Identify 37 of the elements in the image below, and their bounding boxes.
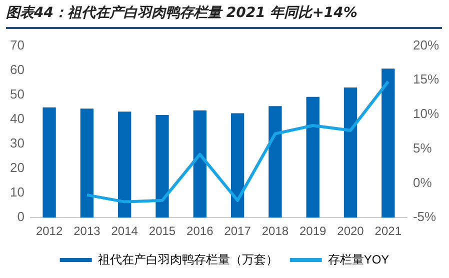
x-tick-label: 2012 [36, 224, 63, 238]
y-tick-label: 20 [10, 160, 24, 176]
bar [344, 88, 358, 218]
bar [193, 110, 206, 218]
legend-label: 祖代在产白羽肉鸭存栏量（万套） [98, 252, 278, 266]
y-tick-label: 70 [10, 37, 24, 52]
legend-label: 存栏量YOY [328, 252, 390, 266]
x-tick-label: 2016 [186, 224, 214, 238]
y-tick-label: 0 [17, 209, 24, 224]
bar [268, 106, 282, 218]
y-tick-label: 50 [10, 86, 24, 102]
y2-tick-label: 10% [412, 106, 440, 122]
x-tick-label: 2018 [262, 224, 289, 238]
bar [382, 68, 395, 218]
y-tick-label: 10 [10, 184, 24, 200]
bar [80, 108, 94, 218]
y2-tick-label: -5% [412, 209, 437, 224]
bar [42, 107, 56, 218]
bar [118, 112, 132, 218]
x-tick-label: 2014 [111, 224, 138, 238]
x-tick-label: 2021 [374, 224, 402, 238]
y2-tick-label: 15% [412, 72, 440, 87]
x-tick-label: 2013 [74, 224, 101, 238]
bar [230, 113, 244, 218]
x-tick-label: 2019 [300, 224, 327, 238]
y-tick-label: 40 [10, 111, 24, 126]
bar [306, 96, 320, 218]
x-tick-label: 2020 [337, 224, 364, 238]
y2-tick-label: 5% [412, 140, 432, 156]
x-tick-label: 2015 [148, 224, 176, 238]
bar [156, 115, 169, 218]
chart-title: 图表44：祖代在产白羽肉鸭存栏量 2021 年同比+14% [6, 4, 358, 22]
y-tick-label: 30 [10, 136, 24, 151]
y-tick-label: 60 [10, 62, 24, 77]
y2-tick-label: 20% [412, 37, 440, 52]
x-tick-label: 2017 [224, 224, 252, 238]
y2-tick-label: 0% [412, 174, 432, 190]
